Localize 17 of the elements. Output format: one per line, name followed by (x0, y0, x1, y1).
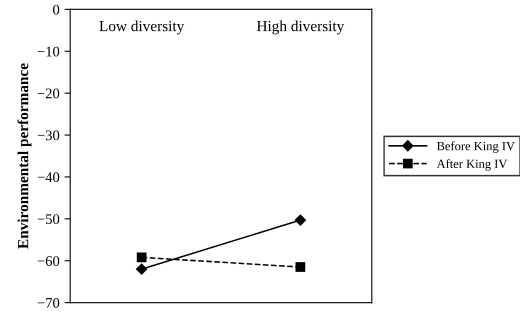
x-tick-label: High diversity (256, 20, 344, 34)
y-tick-label: −30 (38, 130, 60, 140)
y-tick-label: 0 (53, 4, 60, 15)
x-tick-label: Low diversity (99, 20, 184, 34)
legend-label: After King IV (436, 159, 508, 171)
y-axis-title: Environmental performance (17, 63, 32, 249)
legend-label: Before King IV (436, 141, 515, 153)
point (294, 214, 306, 226)
point (296, 262, 306, 272)
y-tick-label: −40 (38, 172, 60, 182)
y-tick-label: −50 (38, 214, 60, 224)
y-tick-label: −10 (38, 46, 60, 56)
y-tick-label: −70 (38, 298, 60, 308)
point (136, 252, 146, 262)
point (136, 264, 148, 275)
y-tick-label: −60 (38, 256, 60, 266)
y-tick-label: −20 (38, 88, 60, 98)
